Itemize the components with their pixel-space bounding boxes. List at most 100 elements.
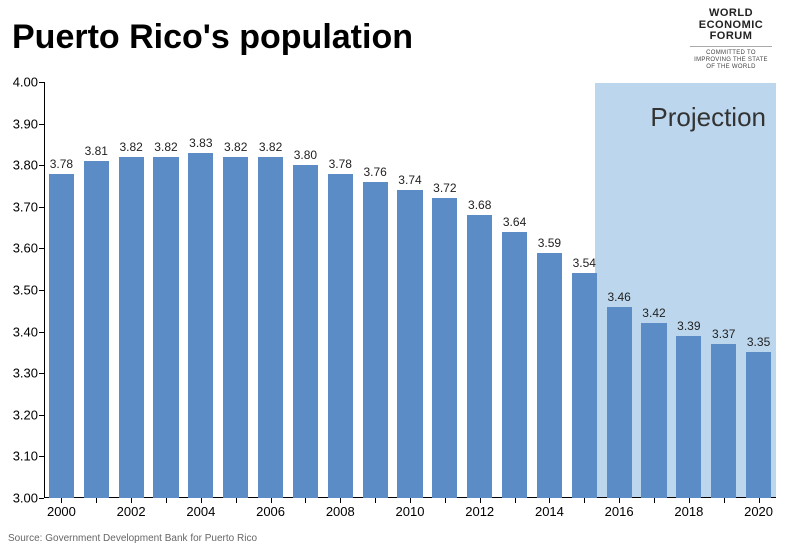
- y-tick: [39, 415, 44, 416]
- x-tick: [410, 498, 411, 503]
- bar-value-label: 3.68: [468, 198, 491, 212]
- bar: 3.78: [49, 174, 74, 498]
- y-tick-label: 3.80: [13, 158, 38, 173]
- y-tick-label: 3.10: [13, 449, 38, 464]
- bar: 3.39: [676, 336, 701, 498]
- bar: 3.35: [746, 352, 771, 498]
- x-tick: [654, 498, 655, 503]
- y-tick-label: 3.00: [13, 491, 38, 506]
- x-tick: [96, 498, 97, 503]
- logo-brand: WORLD ECONOMIC FORUM: [688, 8, 774, 43]
- bar: 3.82: [258, 157, 283, 498]
- bar-value-label: 3.82: [119, 140, 142, 154]
- projection-label: Projection: [650, 102, 766, 133]
- wef-logo: WORLD ECONOMIC FORUM COMMITTED TO IMPROV…: [688, 8, 774, 71]
- y-tick-label: 3.40: [13, 324, 38, 339]
- x-tick-label: 2004: [186, 504, 215, 519]
- x-tick: [759, 498, 760, 503]
- bar: 3.72: [432, 198, 457, 498]
- bar: 3.46: [607, 307, 632, 498]
- x-tick: [166, 498, 167, 503]
- x-tick-label: 2002: [117, 504, 146, 519]
- bar: 3.82: [223, 157, 248, 498]
- chart-title: Puerto Rico's population: [12, 18, 413, 57]
- bar: 3.54: [572, 273, 597, 498]
- bar: 3.78: [328, 174, 353, 498]
- bar-value-label: 3.82: [259, 140, 282, 154]
- y-tick-label: 4.00: [13, 75, 38, 90]
- bar-value-label: 3.35: [747, 335, 770, 349]
- x-tick: [340, 498, 341, 503]
- x-tick: [271, 498, 272, 503]
- logo-separator: [690, 46, 772, 47]
- x-tick: [445, 498, 446, 503]
- x-tick-label: 2000: [47, 504, 76, 519]
- bar: 3.82: [153, 157, 178, 498]
- x-tick: [619, 498, 620, 503]
- bar-value-label: 3.83: [189, 136, 212, 150]
- y-tick-label: 3.30: [13, 366, 38, 381]
- bar: 3.76: [363, 182, 388, 498]
- bar-value-label: 3.81: [85, 144, 108, 158]
- y-tick: [39, 207, 44, 208]
- x-tick-label: 2020: [744, 504, 773, 519]
- chart-container: Puerto Rico's population WORLD ECONOMIC …: [0, 0, 788, 550]
- y-tick-label: 3.50: [13, 283, 38, 298]
- bar: 3.81: [84, 161, 109, 498]
- y-tick-label: 3.90: [13, 116, 38, 131]
- x-tick: [61, 498, 62, 503]
- bar-value-label: 3.72: [433, 181, 456, 195]
- x-tick-label: 2012: [465, 504, 494, 519]
- y-tick: [39, 456, 44, 457]
- x-tick-label: 2018: [674, 504, 703, 519]
- bar: 3.42: [641, 323, 666, 498]
- x-tick-label: 2006: [256, 504, 285, 519]
- bar: 3.82: [119, 157, 144, 498]
- y-tick: [39, 165, 44, 166]
- bar-value-label: 3.82: [154, 140, 177, 154]
- x-tick-label: 2014: [535, 504, 564, 519]
- y-axis: [44, 82, 45, 498]
- logo-tagline: COMMITTED TO IMPROVING THE STATE OF THE …: [688, 50, 774, 72]
- x-tick: [689, 498, 690, 503]
- bar-value-label: 3.46: [607, 290, 630, 304]
- x-tick: [724, 498, 725, 503]
- x-tick-label: 2016: [605, 504, 634, 519]
- x-tick: [201, 498, 202, 503]
- y-tick: [39, 332, 44, 333]
- x-tick: [236, 498, 237, 503]
- x-tick: [515, 498, 516, 503]
- bar-value-label: 3.54: [573, 256, 596, 270]
- source-text: Source: Government Development Bank for …: [8, 533, 257, 544]
- bar-value-label: 3.76: [363, 165, 386, 179]
- y-tick: [39, 290, 44, 291]
- y-tick-label: 3.20: [13, 407, 38, 422]
- bar-value-label: 3.78: [329, 157, 352, 171]
- bar-value-label: 3.82: [224, 140, 247, 154]
- logo-line1: WORLD: [688, 8, 774, 20]
- y-tick: [39, 248, 44, 249]
- bar: 3.37: [711, 344, 736, 498]
- bar: 3.80: [293, 165, 318, 498]
- x-tick: [375, 498, 376, 503]
- bar-value-label: 3.74: [398, 173, 421, 187]
- y-tick: [39, 498, 44, 499]
- bar-chart: Projection3.003.103.203.303.403.503.603.…: [44, 82, 776, 498]
- bar: 3.74: [397, 190, 422, 498]
- x-tick: [131, 498, 132, 503]
- y-tick-label: 3.60: [13, 241, 38, 256]
- bar-value-label: 3.59: [538, 236, 561, 250]
- bar-value-label: 3.80: [294, 148, 317, 162]
- x-tick: [584, 498, 585, 503]
- bar-value-label: 3.39: [677, 319, 700, 333]
- bar: 3.68: [467, 215, 492, 498]
- bar: 3.64: [502, 232, 527, 498]
- y-tick: [39, 82, 44, 83]
- plot-area: Projection3.003.103.203.303.403.503.603.…: [44, 82, 776, 498]
- logo-line3: FORUM: [688, 31, 774, 43]
- bar-value-label: 3.42: [642, 306, 665, 320]
- y-tick: [39, 373, 44, 374]
- y-tick: [39, 124, 44, 125]
- x-tick-label: 2010: [396, 504, 425, 519]
- x-tick-label: 2008: [326, 504, 355, 519]
